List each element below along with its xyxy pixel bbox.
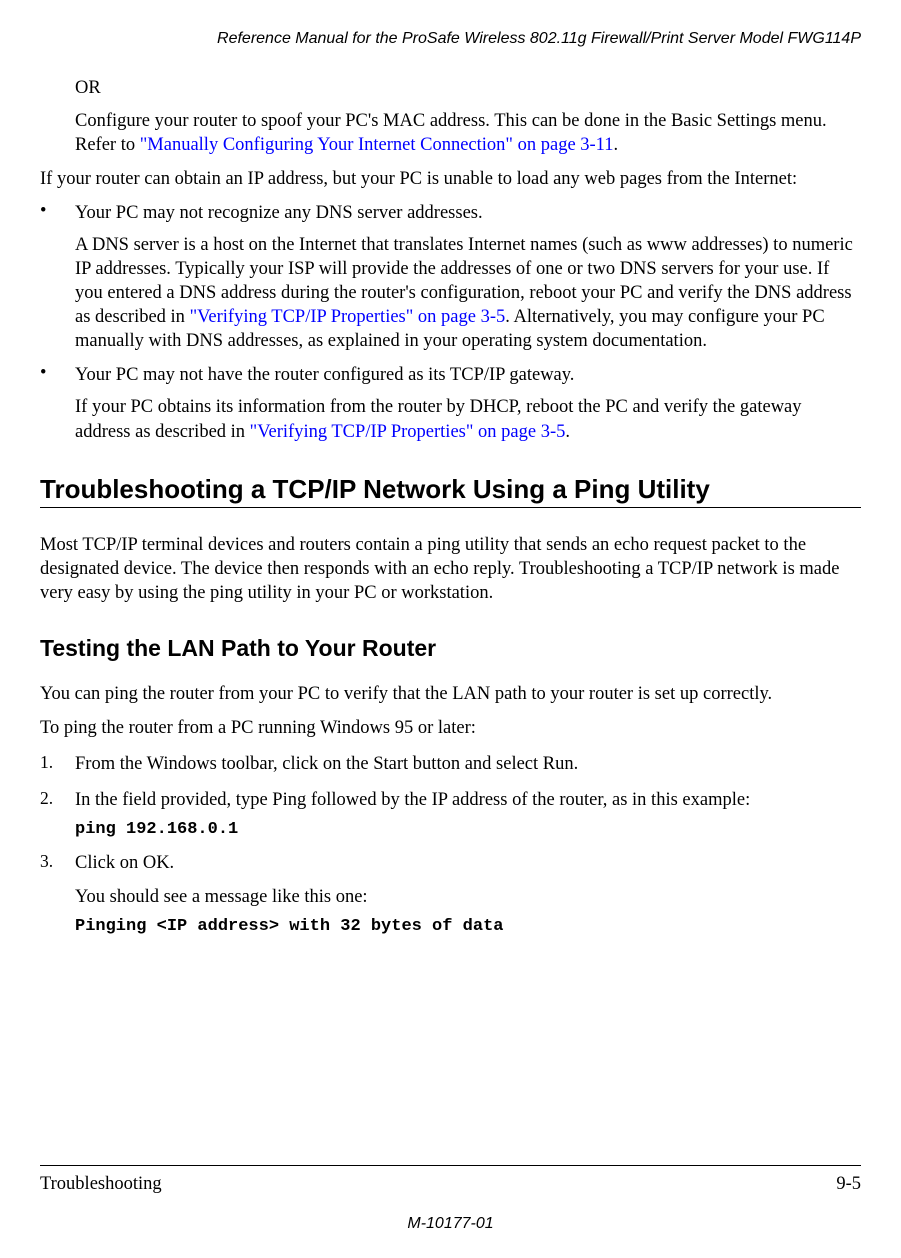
bullet-mark: •: [40, 201, 75, 225]
para-if-router-ip: If your router can obtain an IP address,…: [40, 167, 861, 191]
step-2-text: In the field provided, type Ping followe…: [75, 788, 861, 812]
footer-page-number: 9-5: [836, 1174, 861, 1195]
para-ping-intro: Most TCP/IP terminal devices and routers…: [40, 533, 861, 605]
link-verifying-tcpip-1[interactable]: "Verifying TCP/IP Properties" on page 3-…: [190, 307, 506, 327]
or-separator: OR: [75, 78, 861, 99]
bullet-gateway-followup: If your PC obtains its information from …: [75, 395, 861, 443]
period1: .: [614, 135, 619, 155]
bullet-mark: •: [40, 363, 75, 387]
para-ping-verify: You can ping the router from your PC to …: [40, 682, 861, 706]
step-1: 1. From the Windows toolbar, click on th…: [40, 752, 861, 776]
bullet-item-gateway: • Your PC may not have the router config…: [40, 363, 861, 387]
page-header: Reference Manual for the ProSafe Wireles…: [40, 30, 861, 48]
footer-section: Troubleshooting: [40, 1174, 162, 1195]
footer-rule: [40, 1165, 861, 1166]
heading-rule: [40, 507, 861, 508]
step-2: 2. In the field provided, type Ping foll…: [40, 788, 861, 812]
bullet-item-dns: • Your PC may not recognize any DNS serv…: [40, 201, 861, 225]
bullet-text-dns: Your PC may not recognize any DNS server…: [75, 201, 861, 225]
step-3-text: Click on OK.: [75, 851, 861, 875]
link-verifying-tcpip-2[interactable]: "Verifying TCP/IP Properties" on page 3-…: [250, 422, 566, 442]
step-3-followup: You should see a message like this one:: [75, 885, 861, 909]
step-2-code: ping 192.168.0.1: [75, 820, 861, 839]
bullet-text-gateway: Your PC may not have the router configur…: [75, 363, 861, 387]
heading-testing-lan: Testing the LAN Path to Your Router: [40, 635, 861, 662]
para-configure-mac: Configure your router to spoof your PC's…: [75, 109, 861, 157]
period2: .: [565, 422, 570, 442]
bullet-dns-followup: A DNS server is a host on the Internet t…: [75, 233, 861, 353]
step-number: 3.: [40, 851, 75, 875]
step-3-code: Pinging <IP address> with 32 bytes of da…: [75, 917, 861, 936]
para-to-ping-router: To ping the router from a PC running Win…: [40, 716, 861, 740]
header-title: Reference Manual for the ProSafe Wireles…: [217, 30, 861, 47]
step-3: 3. Click on OK.: [40, 851, 861, 875]
link-manual-configuring[interactable]: "Manually Configuring Your Internet Conn…: [140, 135, 614, 155]
footer-doc-number: M-10177-01: [40, 1215, 861, 1233]
step-number: 2.: [40, 788, 75, 812]
step-1-text: From the Windows toolbar, click on the S…: [75, 752, 861, 776]
footer-row: Troubleshooting 9-5: [40, 1174, 861, 1195]
manual-page: Reference Manual for the ProSafe Wireles…: [0, 0, 901, 1258]
heading-troubleshooting-ping: Troubleshooting a TCP/IP Network Using a…: [40, 474, 861, 505]
page-footer: Troubleshooting 9-5 M-10177-01: [40, 1165, 861, 1233]
step-number: 1.: [40, 752, 75, 776]
